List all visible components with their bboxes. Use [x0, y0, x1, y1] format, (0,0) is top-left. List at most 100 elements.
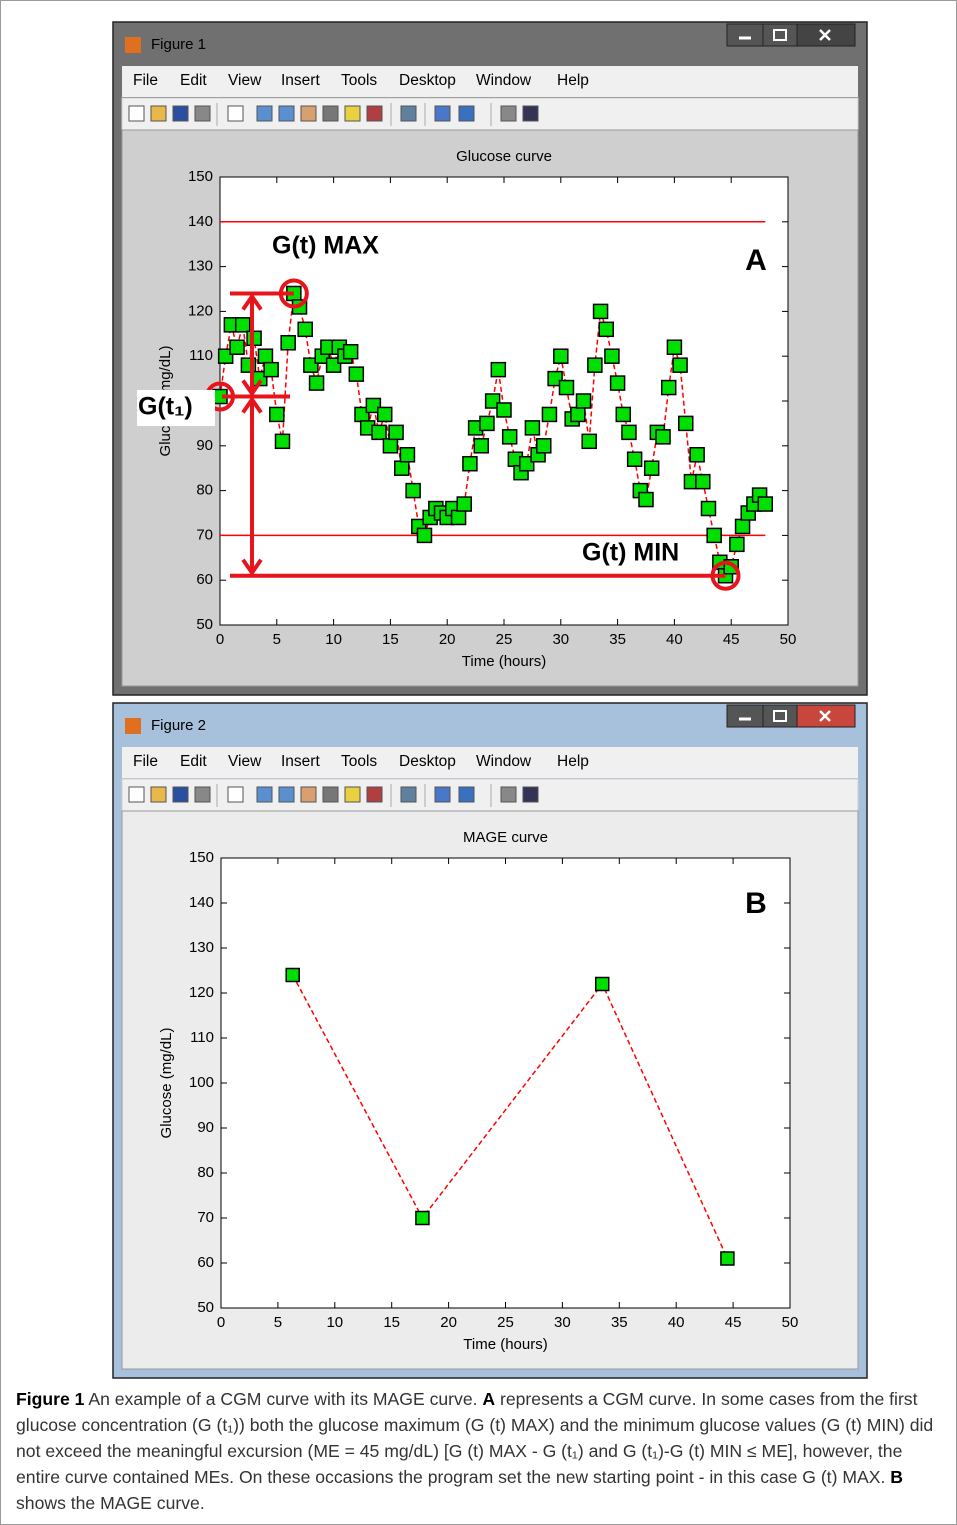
data-point [757, 496, 774, 512]
toolbar-icon[interactable] [322, 105, 339, 122]
toolbar-icon[interactable] [172, 786, 189, 803]
toolbar-icon[interactable] [150, 786, 167, 803]
data-point [615, 406, 632, 423]
data-point [570, 406, 586, 423]
data-point [729, 536, 745, 553]
plot-area [219, 176, 789, 626]
menu-item[interactable]: Insert [281, 72, 320, 89]
data-point [415, 1210, 430, 1226]
data-point [456, 496, 472, 512]
x-tick-label: 35 [609, 631, 626, 648]
y-tick-label: 90 [197, 1119, 214, 1136]
caption-bold: B [890, 1467, 903, 1487]
x-tick-label: 15 [382, 631, 399, 648]
toolbar-icon[interactable] [344, 786, 361, 803]
toolbar-icon[interactable] [500, 105, 517, 122]
toolbar-icon[interactable] [366, 105, 383, 122]
data-point [234, 317, 251, 333]
x-tick-label: 0 [216, 631, 224, 648]
toolbar-icon[interactable] [522, 786, 539, 803]
toolbar-icon[interactable] [150, 105, 167, 122]
menu-item[interactable]: Insert [281, 753, 320, 770]
toolbar-icon[interactable] [128, 786, 145, 803]
menu-item[interactable]: File [133, 72, 158, 89]
caption-text: represents a CGM curve. In some cases fr… [16, 1389, 934, 1487]
data-point [348, 366, 365, 382]
arrow-head [241, 558, 263, 577]
toolbar-icon[interactable] [278, 105, 295, 122]
menu-item[interactable]: Edit [180, 72, 207, 89]
x-tick-label: 45 [725, 1314, 742, 1331]
data-point [575, 393, 592, 409]
toolbar-icon[interactable] [227, 105, 244, 122]
maximize-button[interactable] [762, 23, 798, 47]
toolbar-icon[interactable] [194, 786, 211, 803]
toolbar-icon[interactable] [256, 786, 273, 803]
menu-item[interactable]: Help [557, 72, 589, 89]
toolbar-icon[interactable] [300, 786, 317, 803]
x-tick-label: 40 [668, 1314, 685, 1331]
menu-item[interactable]: Tools [341, 72, 377, 89]
y-tick-label: 70 [196, 526, 213, 543]
toolbar-icon[interactable] [278, 786, 295, 803]
y-tick-label: 70 [197, 1209, 214, 1226]
data-point [501, 429, 518, 445]
x-tick-label: 20 [440, 1314, 457, 1331]
data-point [462, 455, 478, 472]
y-tick-label: 80 [196, 482, 213, 499]
annotation: G(t) MAX [272, 232, 379, 260]
menu-item[interactable]: Desktop [399, 72, 456, 89]
y-tick-label: 140 [189, 894, 214, 911]
data-point [297, 321, 313, 338]
toolbar-icon[interactable] [194, 105, 211, 122]
toolbar-icon[interactable] [434, 105, 451, 122]
minimize-button[interactable] [726, 704, 764, 728]
minimize-button[interactable] [726, 23, 764, 47]
y-axis-label: Glucose (mg/dL) [158, 1028, 175, 1139]
toolbar-icon[interactable] [458, 786, 475, 803]
maximize-button[interactable] [762, 704, 798, 728]
toolbar-icon[interactable] [366, 786, 383, 803]
maximize-glyph [773, 710, 787, 722]
menu-item[interactable]: Tools [341, 753, 377, 770]
toolbar-icon[interactable] [300, 105, 317, 122]
chart-title: Glucose curve [456, 148, 552, 165]
y-tick-label: 50 [197, 1299, 214, 1316]
caption-text: An example of a CGM curve with its MAGE … [88, 1389, 483, 1409]
x-tick-label: 25 [496, 631, 513, 648]
menu-item[interactable]: Window [476, 72, 532, 89]
data-point [592, 303, 609, 320]
toolbar-icon[interactable] [522, 105, 539, 122]
menu-item[interactable]: Help [557, 753, 589, 770]
x-tick-label: 5 [273, 631, 281, 648]
menu-item[interactable]: Desktop [399, 753, 456, 770]
toolbar-icon[interactable] [344, 105, 361, 122]
toolbar-icon[interactable] [172, 105, 189, 122]
toolbar-icon[interactable] [434, 786, 451, 803]
toolbar-icon[interactable] [400, 105, 417, 122]
y-tick-label: 60 [197, 1254, 214, 1271]
toolbar-icon[interactable] [458, 105, 475, 122]
data-point [689, 447, 705, 463]
menu-item[interactable]: File [133, 753, 158, 770]
data-point [274, 433, 291, 450]
toolbar-icon[interactable] [400, 786, 417, 803]
menu-item[interactable]: View [228, 72, 262, 89]
menu-item[interactable]: Edit [180, 753, 207, 770]
data-point [700, 500, 717, 517]
x-tick-label: 15 [383, 1314, 400, 1331]
menu-item[interactable]: View [228, 753, 262, 770]
data-point [371, 424, 387, 441]
x-tick-label: 30 [554, 1314, 571, 1331]
data-point [325, 357, 342, 373]
toolbar-icon[interactable] [128, 105, 145, 122]
menu-item[interactable]: Window [476, 753, 532, 770]
x-tick-label: 35 [611, 1314, 628, 1331]
toolbar-icon[interactable] [256, 105, 273, 122]
toolbar-icon[interactable] [227, 786, 244, 803]
toolbar-icon[interactable] [322, 786, 339, 803]
data-point [365, 397, 382, 414]
data-point [672, 357, 688, 373]
toolbar-icon[interactable] [500, 786, 517, 803]
y-tick-label: 120 [189, 984, 214, 1001]
